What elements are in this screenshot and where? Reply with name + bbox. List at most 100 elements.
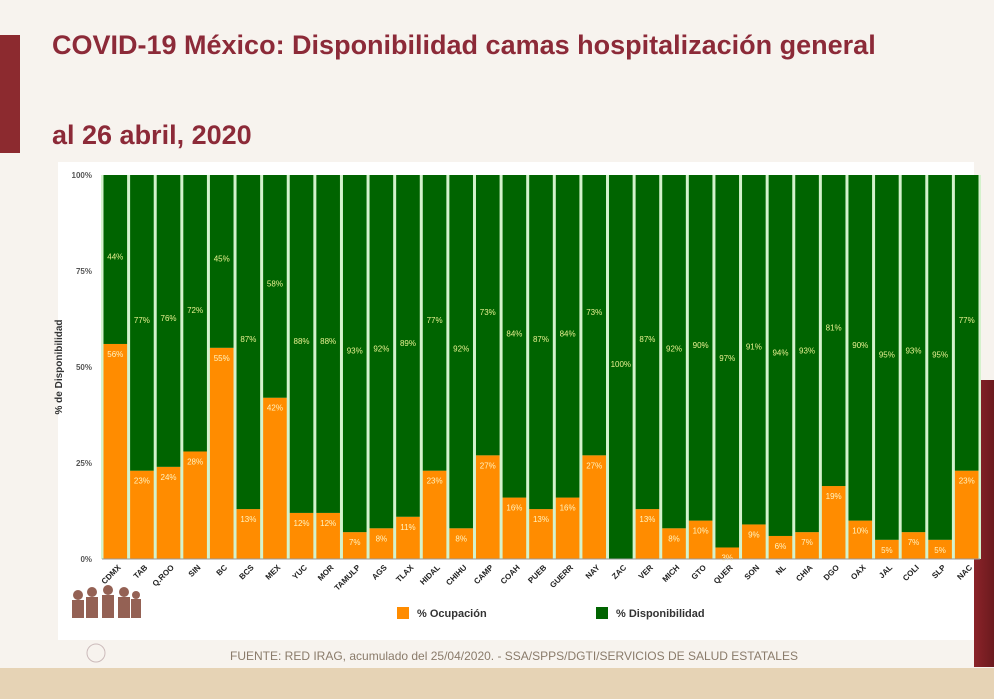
page-subtitle: al 26 abril, 2020	[52, 120, 252, 150]
bar-disponibilidad	[289, 175, 314, 513]
data-label-ocupacion: 16%	[506, 504, 522, 513]
data-label-disponibilidad: 95%	[932, 350, 948, 359]
x-tick-label: PUEB	[526, 563, 548, 585]
data-label-disponibilidad: 84%	[506, 329, 522, 338]
bar-ocupacion	[954, 470, 979, 559]
data-label-disponibilidad: 77%	[427, 316, 443, 325]
data-label-disponibilidad: 92%	[373, 345, 389, 354]
x-tick-label: YUC	[291, 563, 309, 581]
bar-disponibilidad	[954, 175, 979, 471]
x-tick-label: CHIA	[794, 563, 814, 583]
data-label-ocupacion: 3%	[721, 553, 733, 562]
data-label-disponibilidad: 94%	[772, 348, 788, 357]
y-tick-label: 25%	[76, 459, 92, 468]
bar-disponibilidad	[662, 175, 686, 529]
bar-ocupacion	[715, 547, 740, 559]
bar-disponibilidad	[635, 175, 660, 510]
legend-label: % Ocupación	[417, 608, 487, 620]
bar-ocupacion	[742, 524, 766, 559]
bar-disponibilidad	[715, 175, 740, 548]
x-tick-label: CAMP	[472, 563, 495, 586]
data-label-ocupacion: 12%	[320, 519, 336, 528]
x-tick-label: SIN	[187, 563, 203, 579]
data-label-ocupacion: 23%	[134, 477, 150, 486]
bar-disponibilidad	[768, 175, 793, 536]
bar-ocupacion	[795, 532, 819, 559]
data-label-disponibilidad: 93%	[905, 347, 921, 356]
x-tick-label: BCS	[237, 563, 256, 582]
x-tick-label: AGS	[370, 563, 389, 582]
bar-disponibilidad	[901, 175, 926, 533]
bar-disponibilidad	[555, 175, 580, 498]
bar-disponibilidad	[130, 175, 154, 471]
data-label-disponibilidad: 73%	[480, 308, 496, 317]
bar-ocupacion	[342, 532, 367, 559]
data-label-disponibilidad: 97%	[719, 354, 735, 363]
data-label-disponibilidad: 91%	[746, 343, 762, 352]
bar-disponibilidad	[103, 175, 128, 344]
x-tick-label: CHIHU	[444, 563, 468, 587]
source-note: FUENTE: RED IRAG, acumulado del 25/04/20…	[230, 649, 798, 663]
bar-ocupacion	[103, 343, 128, 559]
y-tick-label: 75%	[76, 267, 92, 276]
x-tick-label: GTO	[690, 563, 709, 582]
x-tick-label: NAC	[955, 563, 974, 582]
bar-ocupacion	[316, 512, 340, 559]
data-label-disponibilidad: 73%	[586, 308, 602, 317]
data-label-disponibilidad: 81%	[826, 324, 842, 333]
bar-disponibilidad	[369, 175, 394, 529]
bar-ocupacion	[688, 520, 713, 559]
x-tick-label: MEX	[264, 563, 283, 582]
bar-ocupacion	[555, 497, 580, 559]
data-label-disponibilidad: 89%	[400, 339, 416, 348]
data-label-ocupacion: 10%	[693, 527, 709, 536]
data-label-ocupacion: 8%	[376, 534, 388, 543]
data-label-ocupacion: 23%	[959, 477, 975, 486]
bar-ocupacion	[156, 466, 181, 559]
data-label-disponibilidad: 72%	[187, 306, 203, 315]
x-tick-label: SON	[743, 563, 762, 582]
bar-ocupacion	[396, 516, 420, 559]
x-tick-label: BC	[215, 563, 230, 578]
bar-ocupacion	[475, 455, 500, 559]
x-tick-label: TLAX	[394, 563, 416, 585]
legend-label: % Disponibilidad	[616, 608, 705, 620]
bar-disponibilidad	[475, 175, 500, 456]
data-label-disponibilidad: 88%	[294, 337, 310, 346]
bar-ocupacion	[422, 470, 447, 559]
bar-ocupacion	[263, 397, 287, 559]
data-label-ocupacion: 9%	[748, 530, 760, 539]
data-label-ocupacion: 55%	[214, 354, 230, 363]
page-title: COVID-19 México: Disponibilidad camas ho…	[52, 30, 876, 60]
x-tick-label: JAL	[877, 563, 894, 580]
x-tick-label: COAH	[499, 563, 522, 586]
x-tick-label: TAMULP	[333, 563, 363, 593]
bar-disponibilidad	[609, 175, 633, 559]
legend-swatch	[596, 607, 608, 619]
bar-ocupacion	[529, 509, 553, 559]
data-label-ocupacion: 13%	[533, 515, 549, 524]
data-label-ocupacion: 8%	[668, 534, 680, 543]
x-tick-label: ZAC	[610, 563, 628, 581]
bar-disponibilidad	[183, 175, 207, 452]
y-tick-label: 0%	[80, 555, 92, 564]
x-tick-label: HIDAL	[418, 563, 442, 587]
data-label-disponibilidad: 90%	[693, 341, 709, 350]
data-label-ocupacion: 56%	[107, 350, 123, 359]
bar-disponibilidad	[928, 175, 952, 540]
data-label-ocupacion: 11%	[400, 523, 415, 532]
x-tick-label: COLI	[901, 563, 921, 583]
bar-disponibilidad	[316, 175, 340, 513]
bar-ocupacion	[183, 451, 207, 559]
data-label-disponibilidad: 87%	[533, 335, 549, 344]
data-label-disponibilidad: 100%	[611, 360, 631, 369]
bar-ocupacion	[502, 497, 527, 559]
bar-disponibilidad	[529, 175, 553, 510]
bar-ocupacion	[875, 539, 899, 559]
x-tick-label: DGO	[822, 563, 841, 582]
bar-ocupacion	[582, 455, 607, 559]
y-tick-label: 50%	[76, 363, 92, 372]
data-label-disponibilidad: 92%	[666, 345, 682, 354]
bar-ocupacion	[821, 486, 846, 559]
